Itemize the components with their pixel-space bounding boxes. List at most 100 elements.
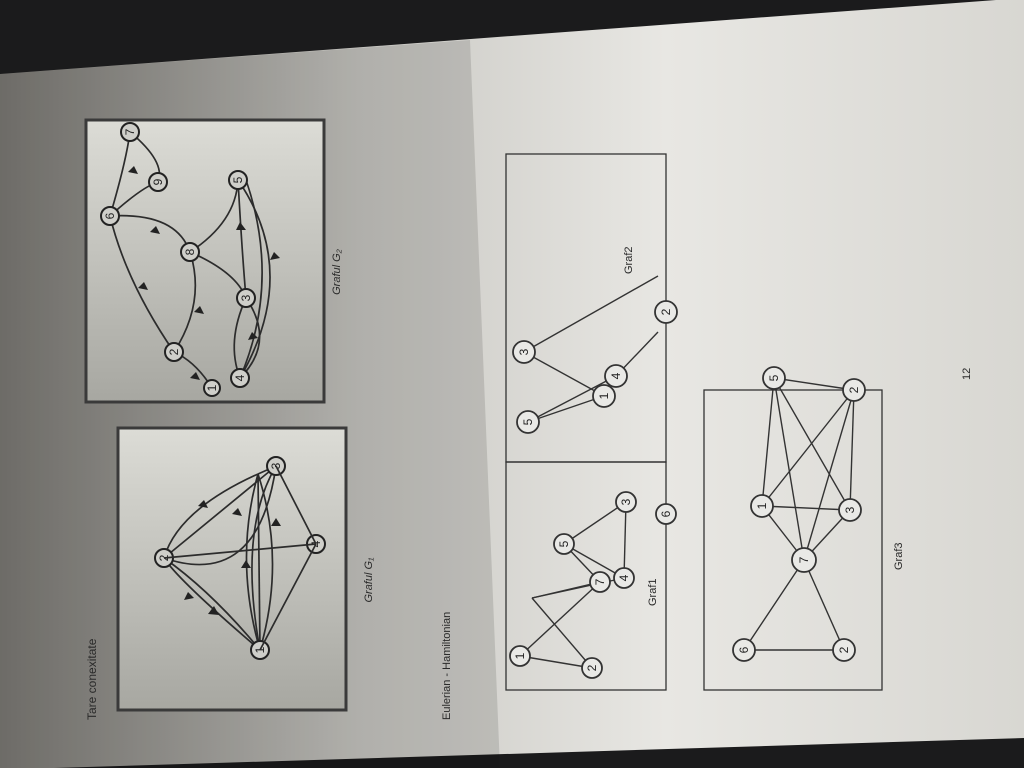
graf3-edge	[743, 559, 805, 651]
svg-text:5: 5	[767, 374, 781, 381]
g1-arrowhead	[241, 560, 251, 568]
g2-node: 4	[230, 368, 250, 388]
graf3-edge	[773, 377, 855, 391]
graph-g2: 1 2 3 4 5 6 7 8 9 Graful G₂	[84, 118, 343, 404]
g1-edge	[163, 557, 261, 651]
section-title: Eulerian - Hamiltonian	[441, 612, 453, 720]
page-content: Tare conexitate 1 2 3 4	[84, 118, 973, 720]
g2-node: 3	[236, 288, 256, 308]
g2-arrowhead	[248, 332, 258, 340]
svg-text:3: 3	[619, 498, 633, 505]
svg-text:6: 6	[737, 646, 751, 653]
svg-text:4: 4	[609, 372, 623, 379]
graf1-node: 2	[581, 657, 603, 679]
g1-edge	[163, 465, 277, 559]
graf3-edge	[773, 377, 805, 561]
svg-text:8: 8	[183, 248, 197, 255]
graf3-edge	[803, 389, 855, 561]
svg-text:5: 5	[557, 540, 571, 547]
g2-photo-frame	[84, 118, 326, 404]
svg-text:2: 2	[837, 646, 851, 653]
svg-text:3: 3	[843, 506, 857, 513]
g1-edge	[257, 473, 261, 651]
g2-node: 9	[148, 172, 168, 192]
svg-text:2: 2	[847, 386, 861, 393]
graf3-node: 6	[732, 638, 756, 662]
graph-graf3: 1 2 3 5 6 7 2	[703, 366, 883, 691]
g2-node: 6	[100, 206, 120, 226]
g2-edge	[237, 179, 247, 299]
g1-edge	[275, 465, 317, 545]
graf3-edge	[761, 389, 855, 507]
svg-text:7: 7	[123, 128, 137, 135]
g2-caption: Graful G₂	[331, 248, 343, 295]
g2-arrowhead	[150, 226, 160, 234]
g1-arrowhead	[198, 500, 208, 508]
graf3-edge	[761, 377, 775, 507]
svg-text:2: 2	[659, 308, 673, 315]
svg-text:3: 3	[517, 348, 531, 355]
svg-text:4: 4	[617, 574, 631, 581]
g2-arrowhead	[270, 252, 280, 260]
graf2-node: 3	[512, 340, 536, 364]
graf3-frame	[703, 389, 883, 691]
graf3-node: 2	[842, 378, 866, 402]
graf1-edge	[531, 581, 601, 599]
graf3-caption: Graf3	[893, 542, 905, 570]
graf2-edge	[523, 351, 605, 397]
page-number: 12	[961, 368, 973, 380]
g2-edge	[109, 215, 175, 353]
graf2-edge	[527, 395, 605, 423]
graf3-node: 7	[791, 547, 817, 573]
g2-node: 5	[228, 170, 248, 190]
g2-arrowhead	[138, 282, 148, 290]
g1-arrowhead	[184, 592, 194, 600]
graf1-node: 5	[553, 533, 575, 555]
page-title: Tare conexitate	[85, 638, 99, 720]
svg-text:3: 3	[239, 294, 253, 301]
g2-node: 1	[203, 379, 221, 397]
graf1-edge	[531, 597, 593, 669]
svg-text:3: 3	[269, 462, 283, 469]
graf3-node: 2	[832, 638, 856, 662]
graf1-edge	[519, 581, 601, 657]
graf3-edge	[761, 505, 851, 511]
graf3-node: 1	[750, 494, 774, 518]
svg-text:5: 5	[231, 176, 245, 183]
svg-text:1: 1	[513, 652, 527, 659]
graf1-edge	[563, 501, 627, 545]
graf2-node: 5	[516, 410, 540, 434]
svg-text:5: 5	[521, 418, 535, 425]
g1-edge	[251, 465, 277, 651]
graf2-node: 4	[604, 364, 628, 388]
graf1-node: 6	[655, 503, 677, 525]
g2-edge	[237, 179, 271, 379]
svg-text:6: 6	[103, 212, 117, 219]
svg-text:2: 2	[167, 348, 181, 355]
g2-node: 7	[120, 122, 140, 142]
graf3-node: 3	[838, 498, 862, 522]
svg-text:9: 9	[151, 178, 165, 185]
svg-text:2: 2	[585, 664, 599, 671]
g1-caption: Graful G₁	[363, 557, 375, 603]
graf2-caption: Graf2	[623, 246, 635, 274]
graf1-node: 7	[589, 571, 611, 593]
graf1-edge	[563, 543, 625, 579]
g1-arrowhead	[271, 518, 281, 526]
graf3-edge	[803, 559, 845, 651]
svg-text:6: 6	[659, 510, 673, 517]
svg-text:1: 1	[205, 384, 219, 391]
g2-edge	[239, 179, 263, 379]
graf2-edge	[527, 375, 617, 423]
graf1-node: 3	[615, 491, 637, 513]
g1-edge	[163, 473, 259, 559]
graf1-edge	[519, 655, 593, 669]
graf2-node: 1	[592, 384, 616, 408]
g2-node: 2	[164, 342, 184, 362]
g1-arrowhead	[232, 508, 242, 516]
graf1-node: 1	[509, 645, 531, 667]
graf3-edge	[773, 377, 851, 511]
g1-edge	[163, 543, 317, 559]
graph-g1: 1 2 3 4 Graful G₁	[116, 426, 375, 712]
